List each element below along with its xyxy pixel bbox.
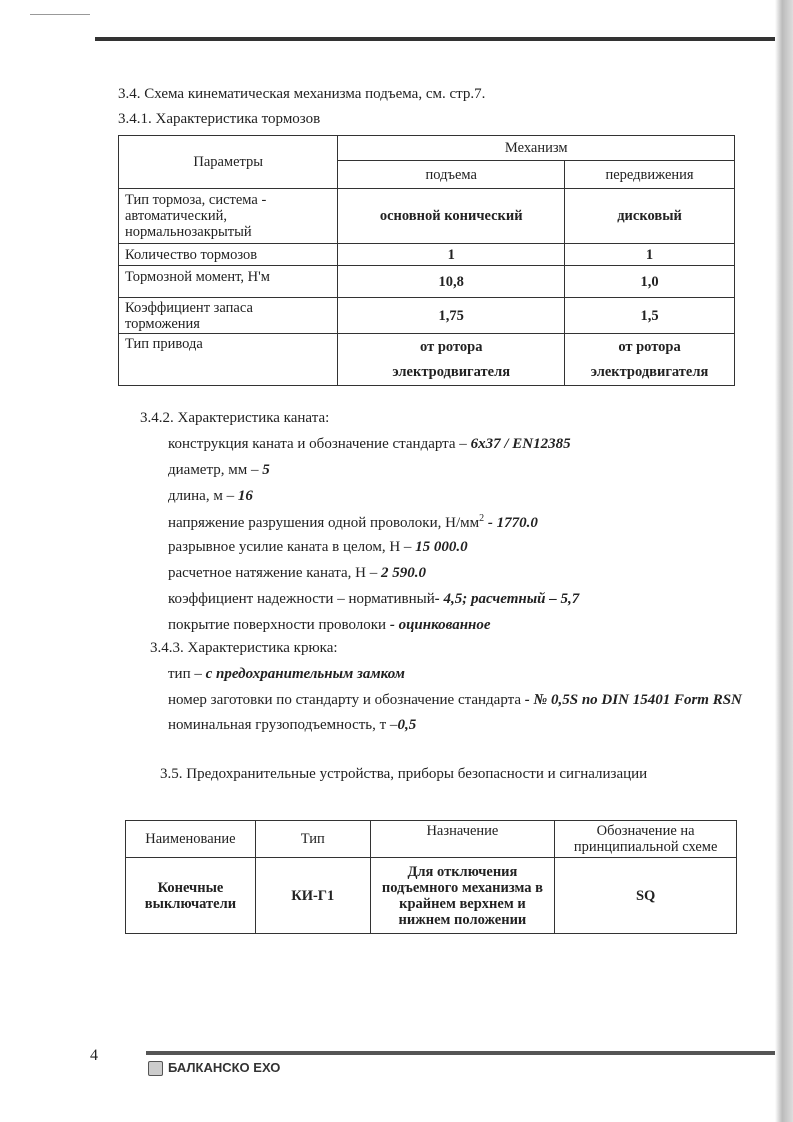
lift-cell: 1 bbox=[337, 243, 566, 266]
heading-3-5: 3.5. Предохранительные устройства, прибо… bbox=[160, 766, 648, 782]
param-cell: Количество тормозов bbox=[117, 243, 339, 266]
rope-item: напряжение разрушения одной проволоки, Н… bbox=[168, 513, 538, 532]
header-lift: подъема bbox=[337, 160, 566, 189]
travel-cell: от ротора электродвигателя bbox=[564, 333, 735, 386]
header-purpose: Назначение bbox=[369, 820, 556, 858]
hook-item: номинальная грузоподъемность, т –0,5 bbox=[168, 717, 416, 734]
rope-item: разрывное усилие каната в целом, Н – 15 … bbox=[168, 539, 468, 556]
heading-3-4-2: 3.4.2. Характеристика каната: bbox=[140, 410, 330, 426]
item-label: покрытие поверхности проволоки bbox=[168, 616, 390, 633]
item-value: 0,5 bbox=[397, 717, 417, 733]
rope-item: расчетное натяжение каната, Н – 2 590.0 bbox=[168, 565, 426, 582]
item-value: 15 000.0 bbox=[415, 539, 468, 556]
item-label: конструкция каната и обозначение стандар… bbox=[168, 436, 471, 452]
item-label: номинальная грузоподъемность, т – bbox=[168, 717, 398, 733]
purpose-cell: Для отключения подъемного механизма в кр… bbox=[369, 857, 556, 934]
lift-cell: основной конический bbox=[337, 188, 566, 244]
heading-3-4: 3.4. Схема кинематическая механизма подъ… bbox=[118, 86, 486, 102]
item-label: разрывное усилие каната в целом, Н – bbox=[168, 539, 416, 556]
item-label: расчетное натяжение каната, Н – bbox=[168, 565, 381, 581]
item-label: диаметр, мм – bbox=[168, 461, 263, 478]
item-label: номер заготовки по стандарту и обозначен… bbox=[168, 691, 525, 708]
rope-item: покрытие поверхности проволоки - оцинков… bbox=[168, 617, 491, 634]
param-cell: Тип привода bbox=[117, 333, 339, 386]
header-travel: передвижения bbox=[564, 160, 735, 189]
header-rule bbox=[95, 37, 785, 41]
header-rule-faint bbox=[30, 14, 90, 15]
heading-3-4-1: 3.4.1. Характеристика тормозов bbox=[118, 111, 321, 127]
item-label: коэффициент надежности – нормативный bbox=[168, 590, 435, 607]
travel-cell: 1,5 bbox=[564, 297, 735, 334]
item-superscript: 2 bbox=[479, 513, 485, 525]
header-name: Наименование bbox=[125, 820, 256, 858]
logo-emblem-icon bbox=[148, 1061, 163, 1076]
header-type: Тип bbox=[254, 820, 371, 858]
item-value: - № 0,5S no DIN 15401 Form RSN bbox=[524, 691, 742, 708]
hook-item: номер заготовки по стандарту и обозначен… bbox=[168, 692, 742, 709]
item-label: длина, м – bbox=[168, 487, 238, 504]
rope-item: коэффициент надежности – нормативный- 4,… bbox=[168, 591, 579, 608]
header-params: Параметры bbox=[117, 135, 339, 189]
logo-text: БАЛКАНСКО ЕХО bbox=[168, 1060, 281, 1075]
hook-item: тип – с предохранительным замком bbox=[168, 666, 405, 683]
scan-edge-shadow bbox=[775, 0, 793, 1122]
travel-cell: 1,0 bbox=[564, 265, 735, 298]
item-value: 6x37 / EN12385 bbox=[470, 436, 571, 452]
travel-cell: 1 bbox=[564, 243, 735, 266]
item-value: 16 bbox=[237, 487, 253, 504]
lift-cell: 10,8 bbox=[337, 265, 566, 298]
item-value: - 1770.0 bbox=[484, 515, 538, 532]
safety-table: Наименование Тип Назначение Обозначение … bbox=[125, 820, 737, 934]
param-cell: Тип тормоза, система - автоматический, н… bbox=[117, 188, 339, 244]
param-cell: Коэффициент запаса торможения bbox=[117, 297, 339, 334]
item-value: 5 bbox=[262, 461, 270, 478]
rope-item: длина, м – 16 bbox=[168, 488, 253, 505]
header-designation: Обозначение на принципиальной схеме bbox=[554, 820, 737, 858]
designation-cell: SQ bbox=[554, 857, 737, 934]
travel-cell: дисковый bbox=[564, 188, 735, 244]
item-value: с предохранительным замком bbox=[205, 666, 405, 682]
footer-rule bbox=[146, 1051, 776, 1055]
item-label: напряжение разрушения одной проволоки, Н… bbox=[168, 515, 480, 532]
lift-cell: 1,75 bbox=[337, 297, 566, 334]
rope-item: диаметр, мм – 5 bbox=[168, 462, 270, 479]
header-mechanism: Механизм bbox=[337, 135, 735, 161]
heading-3-4-3: 3.4.3. Характеристика крюка: bbox=[150, 640, 338, 656]
page-number: 4 bbox=[90, 1047, 98, 1064]
rope-item: конструкция каната и обозначение стандар… bbox=[168, 436, 571, 453]
item-value: - 4,5; расчетный – 5,7 bbox=[434, 590, 580, 607]
item-value: - оцинкованное bbox=[389, 616, 491, 633]
item-label: тип – bbox=[168, 666, 206, 682]
item-value: 2 590.0 bbox=[380, 565, 426, 581]
brakes-table: Параметры Механизм подъема передвижения Ти… bbox=[117, 135, 735, 386]
name-cell: Конечные выключатели bbox=[125, 857, 256, 934]
lift-cell: от ротора электродвигателя bbox=[337, 333, 566, 386]
param-cell: Тормозной момент, Н'м bbox=[117, 265, 339, 298]
type-cell: КИ-Г1 bbox=[254, 857, 371, 934]
